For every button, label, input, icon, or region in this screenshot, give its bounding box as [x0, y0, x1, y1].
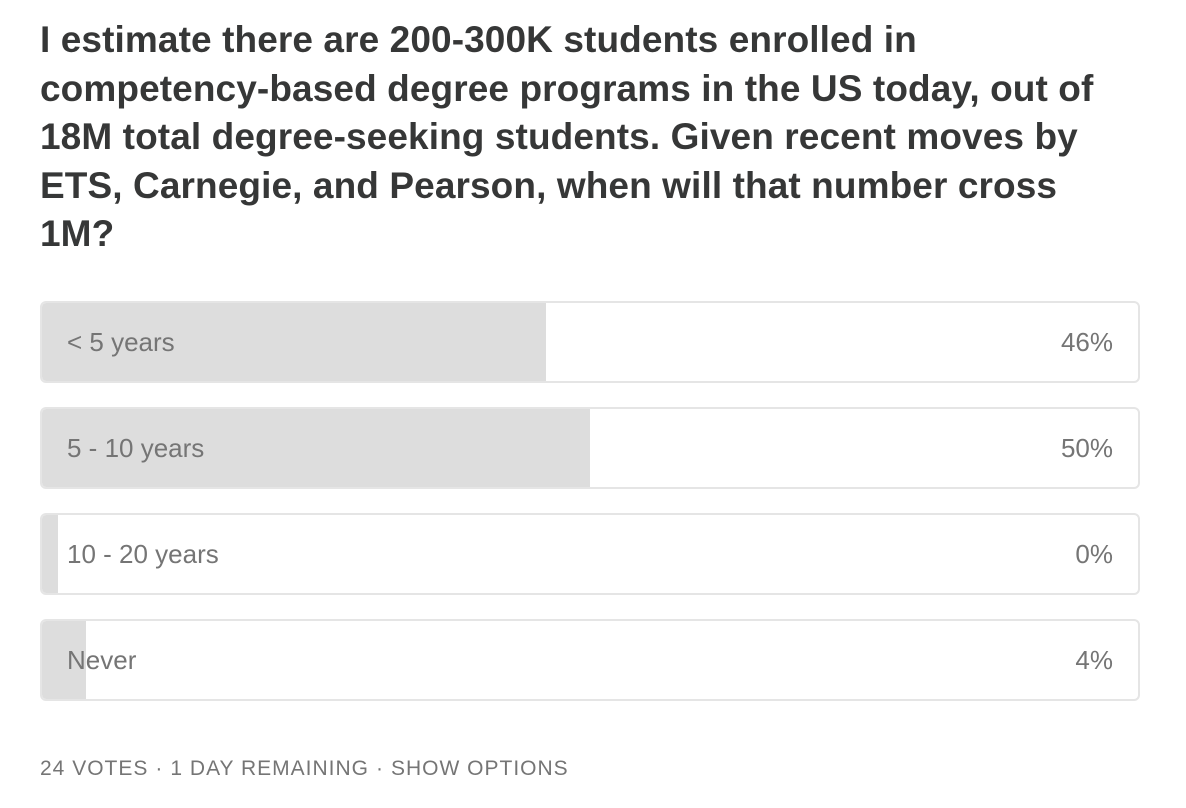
poll-option-fill	[42, 621, 86, 699]
poll-option-percent: 0%	[1075, 538, 1113, 569]
poll-options: < 5 years 46% 5 - 10 years 50% 10 - 20 y…	[40, 301, 1140, 725]
poll-option-label: Never	[67, 644, 137, 675]
poll-option-fill	[42, 409, 590, 487]
poll-option[interactable]: 10 - 20 years 0%	[40, 513, 1140, 595]
vote-count: 24 VOTES	[40, 757, 149, 780]
poll-option-percent: 50%	[1060, 432, 1113, 463]
poll-option[interactable]: Never 4%	[40, 619, 1140, 701]
poll-option-label: < 5 years	[67, 326, 175, 357]
footer-separator: ·	[376, 757, 384, 780]
poll-option-label: 5 - 10 years	[67, 432, 205, 463]
show-options-link[interactable]: SHOW OPTIONS	[391, 757, 569, 780]
poll-option-label: 10 - 20 years	[67, 538, 219, 569]
poll-option[interactable]: 5 - 10 years 50%	[40, 407, 1140, 489]
poll: I estimate there are 200-300K students e…	[40, 0, 1140, 780]
poll-option-percent: 4%	[1075, 644, 1113, 675]
poll-option-fill	[42, 515, 58, 593]
time-remaining: 1 DAY REMAINING	[170, 757, 369, 780]
footer-separator: ·	[155, 757, 164, 780]
poll-question: I estimate there are 200-300K students e…	[40, 19, 1094, 254]
poll-footer: 24 VOTES · 1 DAY REMAINING · SHOW OPTIONS	[40, 757, 569, 781]
poll-option-percent: 46%	[1060, 326, 1113, 357]
poll-option-fill	[42, 303, 547, 381]
poll-option[interactable]: < 5 years 46%	[40, 301, 1140, 383]
